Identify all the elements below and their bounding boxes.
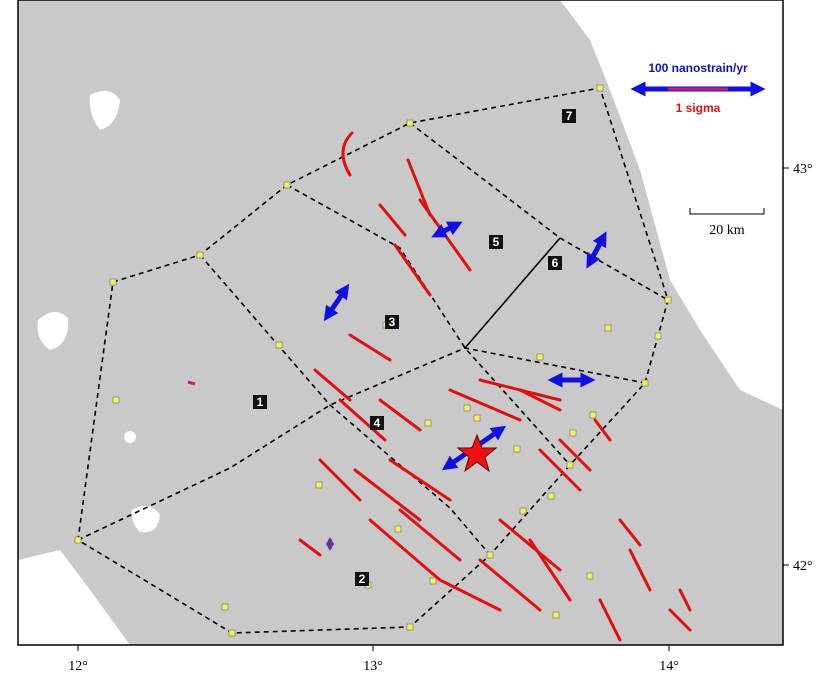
map: 20 km 100 nanostrain/yr 1 sigma 1234567 … bbox=[0, 0, 839, 679]
sigma-bar bbox=[188, 382, 195, 384]
x-tick-label: 12° bbox=[68, 659, 88, 674]
legend-arrow-label: 100 nanostrain/yr bbox=[648, 61, 748, 75]
x-tick-label: 14° bbox=[659, 659, 679, 674]
y-tick-label: 42° bbox=[793, 559, 813, 574]
region-label: 7 bbox=[566, 109, 573, 123]
x-tick-label: 13° bbox=[363, 659, 383, 674]
region-label: 5 bbox=[493, 235, 500, 249]
lake bbox=[124, 431, 136, 443]
legend-sigma-label: 1 sigma bbox=[676, 101, 721, 115]
region-label: 1 bbox=[257, 395, 264, 409]
region-label: 4 bbox=[374, 416, 381, 430]
scale-label: 20 km bbox=[709, 223, 745, 238]
region-label: 3 bbox=[389, 315, 396, 329]
y-tick-label: 43° bbox=[793, 162, 813, 177]
region-label: 2 bbox=[359, 572, 366, 586]
region-label: 6 bbox=[552, 256, 559, 270]
